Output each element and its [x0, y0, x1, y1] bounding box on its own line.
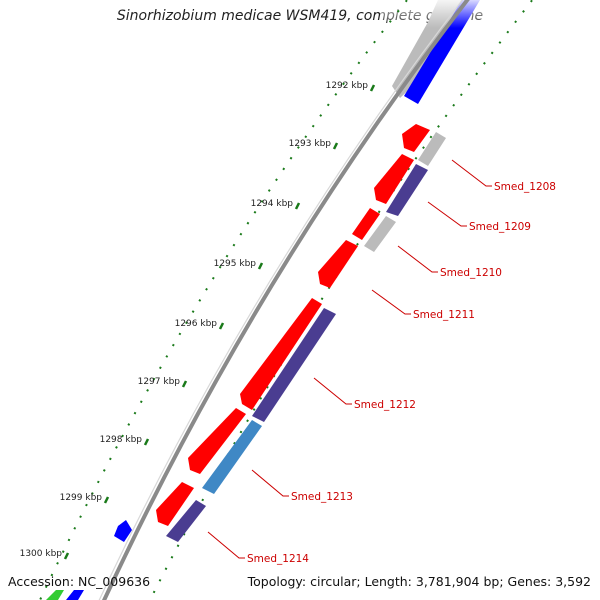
ruler-tick-mark [257, 262, 264, 270]
ruler-tick-mark [181, 380, 188, 388]
ruler-tick-label: 1298 kbp [100, 435, 143, 445]
gene-label[interactable]: Smed_1213 [291, 491, 353, 503]
backbone-highlight [98, 0, 464, 600]
accession-text: Accession: NC_009636 [8, 574, 151, 589]
feature-grey-1[interactable] [418, 132, 446, 166]
gene-label[interactable]: Smed_1211 [413, 309, 475, 321]
ruler-tick-labels: 1292 kbp 1293 kbp 1294 kbp 1295 kbp 1296 kbp… [20, 81, 376, 560]
cds-smed-1211[interactable] [318, 240, 358, 288]
ruler-tick-mark [143, 438, 150, 446]
feature-reverse-2[interactable] [252, 308, 336, 422]
ruler-tick-label: 1300 kbp [20, 549, 63, 559]
reverse-cds-track [166, 132, 446, 542]
feature-blue-bottom[interactable] [66, 590, 84, 600]
fade-overlay [380, 0, 490, 28]
cds-smed-1213[interactable] [188, 408, 246, 474]
feature-grey-2[interactable] [364, 216, 396, 252]
gene-label[interactable]: Smed_1209 [469, 221, 531, 233]
cds-smed-1208[interactable] [402, 124, 430, 152]
ruler-tick-label: 1296 kbp [175, 319, 218, 329]
ruler-tick-label: 1294 kbp [251, 199, 294, 209]
gene-label[interactable]: Smed_1210 [440, 267, 502, 279]
gene-label[interactable]: Smed_1212 [354, 399, 416, 411]
ruler-tick-label: 1293 kbp [289, 139, 332, 149]
feature-blue-small[interactable] [114, 520, 132, 542]
gene-label[interactable]: Smed_1214 [247, 553, 309, 565]
cds-smed-1212[interactable] [240, 298, 322, 410]
ruler-tick-label: 1292 kbp [326, 81, 369, 91]
cds-smed-1214[interactable] [156, 482, 194, 526]
cds-smed-1209[interactable] [374, 154, 414, 204]
gene-label-leader [451, 159, 492, 187]
cds-smed-1210[interactable] [352, 208, 380, 240]
gene-label[interactable]: Smed_1208 [494, 181, 556, 193]
ruler-tick-mark [218, 322, 225, 330]
ruler-tick-label: 1299 kbp [60, 493, 103, 503]
ruler-tick-mark [63, 552, 70, 560]
ruler-tick-mark [103, 496, 110, 504]
genome-backbone [102, 0, 470, 600]
gene-label-leader [427, 201, 467, 227]
gene-label-leader [207, 531, 245, 559]
ruler-tick-label: 1297 kbp [138, 377, 181, 387]
gene-label-leader [251, 469, 289, 497]
gene-label-leader [313, 377, 352, 405]
ruler-dotted-line [39, 0, 409, 600]
ruler-tick-mark [332, 142, 339, 150]
ruler-tick-mark [369, 84, 376, 92]
feature-reverse-3[interactable] [202, 420, 262, 494]
gene-label-leader [371, 289, 411, 315]
feature-reverse-4[interactable] [166, 500, 206, 542]
feature-green-bottom[interactable] [46, 590, 64, 600]
gene-label-leader [397, 245, 438, 273]
genome-summary-text: Topology: circular; Length: 3,781,904 bp… [247, 574, 591, 589]
gene-labels: Smed_1208 Smed_1209 Smed_1210 Smed_1211 Smed… [207, 159, 556, 565]
ruler-tick-mark [294, 202, 301, 210]
feature-reverse-1[interactable] [386, 164, 428, 216]
ruler-tick-label: 1295 kbp [214, 259, 257, 269]
forward-cds-track [156, 124, 430, 526]
